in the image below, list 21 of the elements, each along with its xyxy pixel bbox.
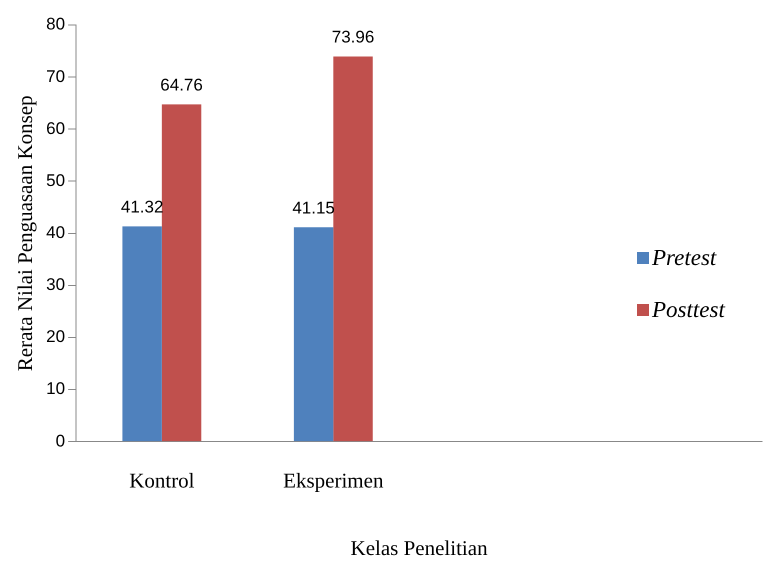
y-tick-label: 20 <box>46 327 66 346</box>
x-tick-label: Kontrol <box>129 468 195 493</box>
data-label: 64.76 <box>160 76 203 95</box>
y-tick-label: 80 <box>46 14 66 34</box>
y-tick-label: 60 <box>46 118 66 138</box>
y-tick-label: 40 <box>46 222 66 242</box>
y-tick-label: 50 <box>46 170 66 190</box>
y-tick-label: 10 <box>46 379 66 398</box>
data-label: 73.96 <box>332 28 374 47</box>
y-axis-title: Rerata Nilai Penguasaan Konsep <box>13 95 38 372</box>
bar <box>162 104 202 442</box>
y-tick-label: 70 <box>46 66 66 86</box>
legend-label: Posttest <box>651 297 726 322</box>
bar <box>122 226 162 442</box>
x-axis-title: Kelas Penelitian <box>350 536 488 560</box>
bar <box>294 227 334 442</box>
legend-label: Pretest <box>651 245 717 270</box>
y-tick-label: 0 <box>56 431 66 450</box>
bar <box>333 56 373 442</box>
x-tick-label: Eksperimen <box>283 468 384 493</box>
y-tick-label: 30 <box>46 275 66 294</box>
